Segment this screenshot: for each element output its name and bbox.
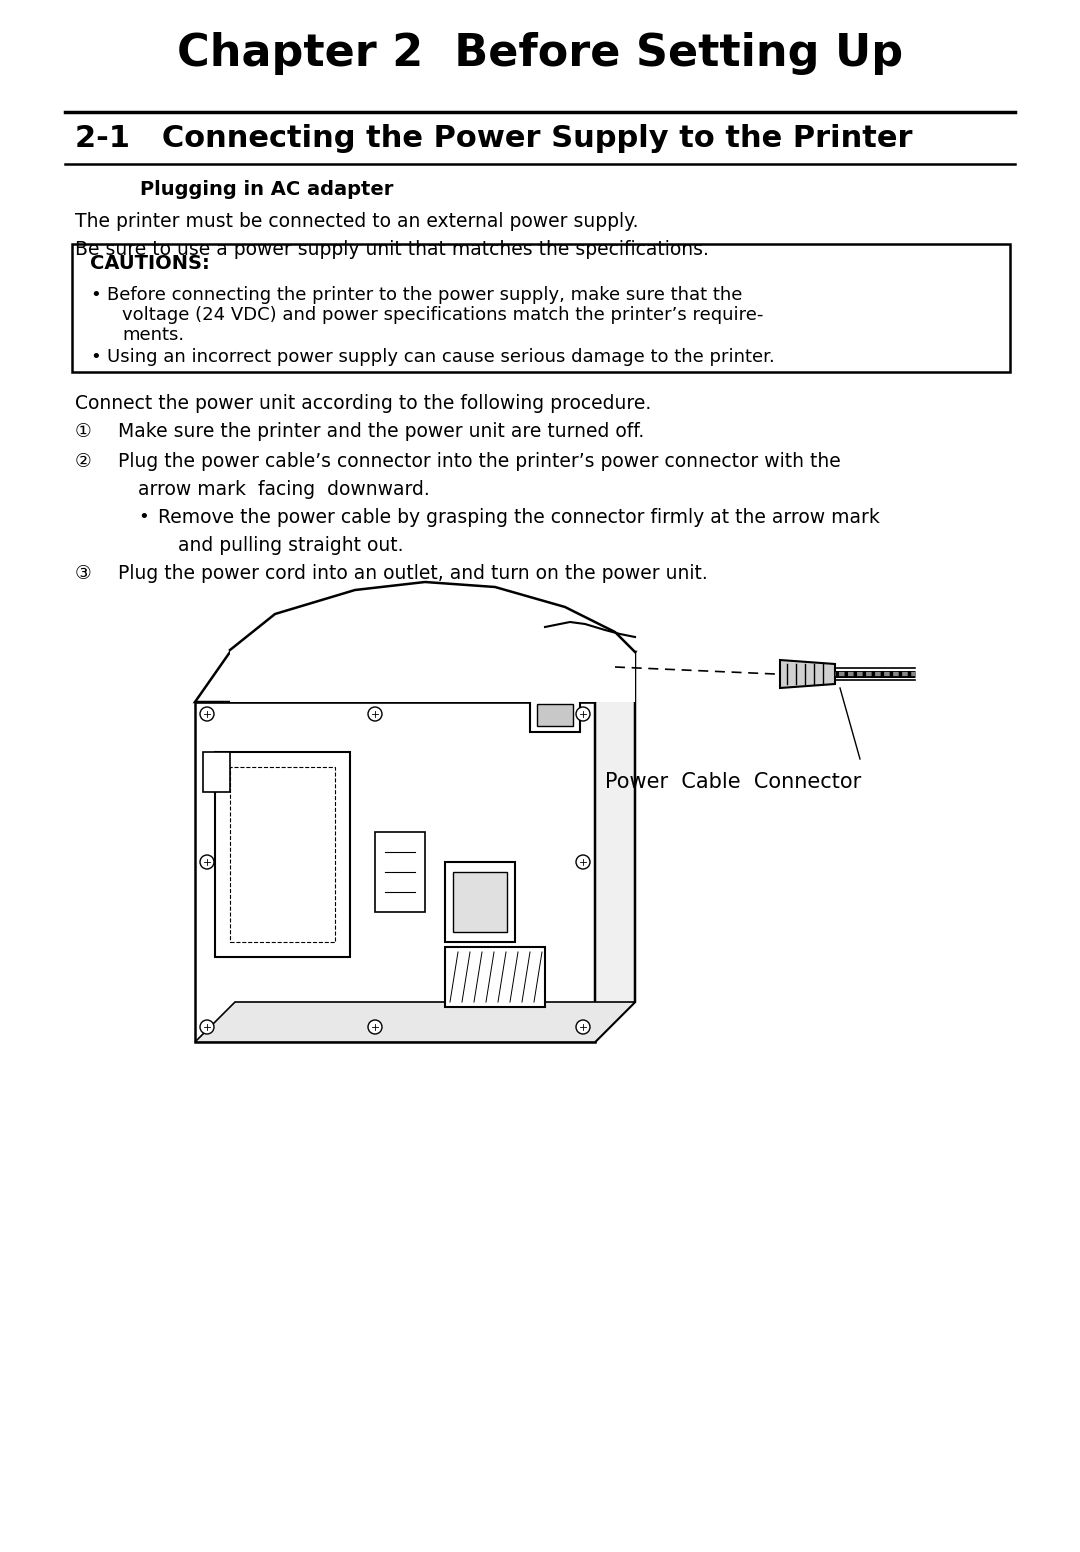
Polygon shape (375, 832, 426, 913)
Circle shape (200, 708, 214, 722)
Text: 2-1   Connecting the Power Supply to the Printer: 2-1 Connecting the Power Supply to the P… (75, 124, 913, 154)
Text: ①: ① (75, 422, 92, 441)
Text: Before connecting the printer to the power supply, make sure that the: Before connecting the printer to the pow… (107, 286, 742, 304)
Text: CAUTIONS:: CAUTIONS: (90, 255, 210, 273)
Polygon shape (595, 652, 635, 1041)
Text: Be sure to use a power supply unit that matches the specifications.: Be sure to use a power supply unit that … (75, 241, 708, 259)
Polygon shape (453, 872, 507, 933)
Text: •: • (138, 508, 149, 526)
Text: Connect the power unit according to the following procedure.: Connect the power unit according to the … (75, 394, 651, 413)
Polygon shape (230, 582, 635, 702)
Polygon shape (195, 652, 635, 702)
Text: Chapter 2  Before Setting Up: Chapter 2 Before Setting Up (177, 33, 903, 74)
Circle shape (368, 708, 382, 722)
Bar (72, 244, 1010, 372)
Text: Plug the power cable’s connector into the printer’s power connector with the: Plug the power cable’s connector into th… (118, 452, 840, 470)
Circle shape (576, 1020, 590, 1034)
Circle shape (576, 855, 590, 869)
Polygon shape (445, 861, 515, 942)
Text: Using an incorrect power supply can cause serious damage to the printer.: Using an incorrect power supply can caus… (107, 348, 774, 366)
Text: arrow mark  facing  downward.: arrow mark facing downward. (138, 480, 430, 500)
Text: ②: ② (75, 452, 92, 470)
Circle shape (200, 855, 214, 869)
Circle shape (200, 1020, 214, 1034)
Text: •: • (90, 286, 100, 304)
Polygon shape (530, 697, 580, 733)
Text: voltage (24 VDC) and power specifications match the printer’s require-: voltage (24 VDC) and power specification… (122, 306, 764, 324)
Polygon shape (195, 702, 595, 1041)
Polygon shape (445, 947, 545, 1007)
Polygon shape (230, 767, 335, 942)
Polygon shape (203, 753, 230, 792)
Text: Power  Cable  Connector: Power Cable Connector (605, 771, 861, 792)
Text: •: • (90, 348, 100, 366)
Text: Plug the power cord into an outlet, and turn on the power unit.: Plug the power cord into an outlet, and … (118, 563, 707, 584)
Polygon shape (195, 1003, 635, 1041)
Text: The printer must be connected to an external power supply.: The printer must be connected to an exte… (75, 213, 638, 231)
Circle shape (368, 1020, 382, 1034)
Polygon shape (780, 660, 835, 688)
Polygon shape (215, 753, 350, 958)
Polygon shape (537, 705, 573, 726)
Circle shape (576, 708, 590, 722)
Text: Plugging in AC adapter: Plugging in AC adapter (140, 180, 393, 199)
Text: and pulling straight out.: and pulling straight out. (178, 535, 404, 556)
Text: Remove the power cable by grasping the connector firmly at the arrow mark: Remove the power cable by grasping the c… (158, 508, 880, 528)
Text: ③: ③ (75, 563, 92, 584)
Text: ments.: ments. (122, 326, 184, 345)
Text: Make sure the printer and the power unit are turned off.: Make sure the printer and the power unit… (118, 422, 645, 441)
